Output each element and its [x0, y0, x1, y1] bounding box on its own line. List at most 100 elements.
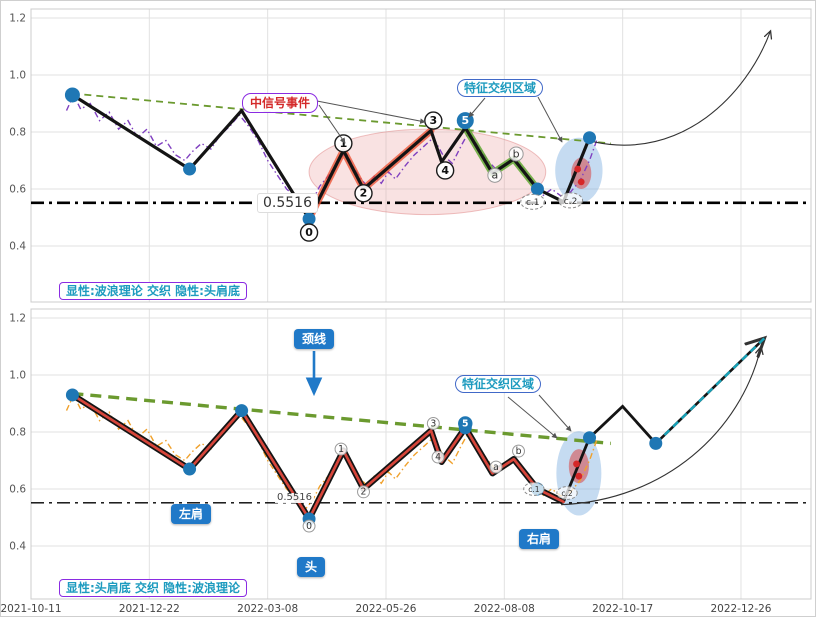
pivot-marker[interactable] — [649, 436, 663, 450]
wave-label-b: b — [512, 444, 525, 458]
wave-label-c.2: c.2 — [556, 486, 578, 500]
wave-label-c.1: c.1 — [523, 482, 545, 496]
svg-text:c.1: c.1 — [526, 198, 540, 208]
wave-label-1: 1 — [334, 134, 353, 153]
x-tick-label: 2022-10-17 — [592, 603, 653, 615]
y-tick-label: 0.8 — [9, 127, 26, 139]
signal-dot — [577, 178, 585, 186]
wave-label-a: a — [489, 460, 503, 474]
right-shoulder-label: 右肩 — [519, 529, 560, 549]
forecast-arrow — [561, 347, 761, 506]
wave-label-4: 4 — [435, 161, 455, 180]
pivot-marker[interactable] — [583, 431, 597, 445]
wave-label-3: 3 — [424, 111, 443, 130]
x-tick-label: 2021-10-11 — [1, 603, 62, 615]
svg-text:b: b — [513, 147, 520, 160]
level-value-label-bottom: 0.5516 — [275, 492, 314, 503]
feature-zone-label-bottom: 特征交织区域 — [455, 375, 542, 393]
x-tick-label: 2022-03-08 — [237, 603, 298, 615]
svg-text:4: 4 — [441, 164, 449, 177]
svg-text:1: 1 — [338, 444, 344, 455]
leader-line — [316, 100, 426, 124]
highlight-ellipse — [571, 157, 592, 189]
projection-line — [654, 337, 766, 445]
neckline-trend — [72, 391, 611, 446]
wave-label-c.1: c.1 — [520, 193, 546, 210]
y-tick-label: 1.2 — [9, 313, 26, 325]
leader-line — [318, 104, 346, 144]
forecast-arrow — [594, 31, 770, 146]
svg-text:a: a — [493, 462, 499, 473]
neckline-trend — [72, 92, 611, 145]
signal-event-label: 中信号事件 — [242, 93, 319, 113]
svg-text:2: 2 — [360, 187, 368, 200]
svg-text:c.1: c.1 — [528, 485, 540, 494]
wave-label-0: 0 — [302, 519, 316, 533]
pivot-marker[interactable] — [65, 388, 79, 402]
svg-text:4: 4 — [435, 452, 441, 463]
wave-label-2: 2 — [354, 184, 373, 203]
y-tick-label: 1.0 — [9, 370, 26, 382]
svg-text:0: 0 — [306, 521, 312, 532]
plot-frame — [30, 308, 812, 600]
pivot-marker[interactable] — [583, 131, 597, 145]
leader-line — [468, 97, 486, 118]
left-shoulder-label: 左肩 — [171, 504, 212, 524]
svg-text:1: 1 — [340, 137, 348, 150]
signal-dot — [573, 460, 580, 468]
y-tick-label: 1.0 — [9, 70, 26, 82]
signal-dot — [575, 472, 583, 480]
wave-label-3: 3 — [426, 417, 440, 430]
panel-elliott-wave: 0.4 0.6 0.8 1.0 1.2 0 1 2 3 4 5 a b c.1 c.2 — [9, 8, 812, 303]
x-tick-label: 2022-05-26 — [355, 603, 416, 615]
pattern-overlay — [71, 393, 565, 521]
pivot-marker[interactable] — [183, 162, 197, 176]
pivot-marker[interactable] — [302, 212, 316, 226]
y-tick-label: 0.8 — [9, 427, 26, 439]
wave-label-5: 5 — [458, 416, 473, 431]
signal-dot — [574, 165, 582, 173]
wave-label-1: 1 — [334, 442, 348, 456]
pivot-marker[interactable] — [235, 404, 249, 418]
x-tick-label: 2022-08-08 — [474, 603, 535, 615]
svg-text:5: 5 — [461, 114, 469, 127]
pivot-marker[interactable] — [530, 182, 544, 196]
svg-text:a: a — [491, 169, 498, 182]
wave-label-0: 0 — [299, 223, 319, 242]
zigzag-line-right — [562, 404, 657, 503]
wave-label-a: a — [487, 167, 503, 183]
wave-label-2: 2 — [357, 485, 370, 499]
level-value-label-top: 0.5516 — [257, 193, 318, 213]
y-tick-label: 1.2 — [9, 13, 26, 25]
plot-frame — [30, 8, 812, 303]
gridlines: 0.4 0.6 0.8 1.0 1.2 — [9, 308, 812, 600]
y-tick-label: 0.4 — [9, 541, 26, 553]
panel-head-shoulders: 0.4 0.6 0.8 1.0 1.2 0 1 2 3 4 5 a b c.1 c.2 2021-10-11 2… — [1, 308, 812, 615]
svg-text:2: 2 — [361, 487, 367, 498]
neckline-label: 颈线 — [294, 329, 335, 349]
svg-text:5: 5 — [462, 418, 468, 429]
y-tick-label: 0.6 — [9, 484, 26, 496]
leader-line — [538, 394, 572, 432]
leader-line — [537, 96, 563, 143]
gridlines: 0.4 0.6 0.8 1.0 1.2 — [9, 8, 812, 303]
caption-bottom: 显性:头肩底 交织 隐性:波浪理论 — [59, 579, 247, 597]
y-tick-label: 0.6 — [9, 184, 26, 196]
leader-line — [507, 396, 558, 439]
pivot-marker[interactable] — [183, 462, 197, 476]
wave-label-4: 4 — [431, 450, 445, 464]
svg-text:0: 0 — [305, 226, 313, 239]
head-label: 头 — [297, 557, 326, 577]
pivot-marker[interactable] — [64, 87, 80, 103]
wave-label-c.2: c.2 — [558, 192, 584, 209]
svg-text:3: 3 — [429, 114, 437, 127]
svg-text:c.2: c.2 — [561, 489, 573, 498]
y-tick-label: 0.4 — [9, 241, 26, 253]
caption-top: 显性:波浪理论 交织 隐性:头肩底 — [59, 282, 247, 300]
svg-text:3: 3 — [430, 418, 436, 429]
feature-zone-label-top: 特征交织区域 — [457, 79, 544, 97]
x-tick-label: 2022-12-26 — [710, 603, 771, 615]
x-tick-label: 2021-12-22 — [119, 603, 180, 615]
